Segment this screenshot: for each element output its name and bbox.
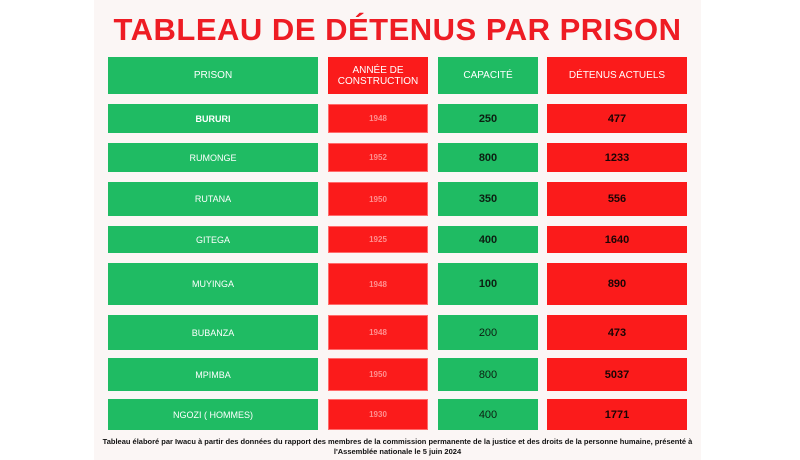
header-capacite-label: CAPACITÉ (463, 70, 513, 81)
source-footnote: Tableau élaboré par Iwacu à partir des d… (102, 437, 693, 456)
table-row-detenus: 1640 (547, 226, 687, 253)
year-value: 1948 (369, 328, 387, 337)
table-row-capacite: 350 (438, 182, 538, 216)
prison-name: BUBANZA (191, 327, 235, 338)
capacity-value: 400 (478, 233, 498, 246)
table-row-detenus: 477 (547, 104, 687, 133)
header-annee: ANNÉE DE CONSTRUCTION (328, 57, 428, 94)
table-row-annee: 1925 (328, 226, 428, 253)
table-row-detenus: 556 (547, 182, 687, 216)
prison-name: RUMONGE (189, 152, 237, 163)
year-value: 1952 (369, 153, 387, 162)
table-row-detenus: 890 (547, 263, 687, 305)
table-row-annee: 1950 (328, 358, 428, 391)
year-value: 1948 (369, 279, 387, 289)
capacity-value: 800 (478, 368, 498, 381)
table-row-capacite: 100 (438, 263, 538, 305)
detainees-value: 1233 (604, 151, 630, 164)
page-title: TABLEAU DE DÉTENUS PAR PRISON (113, 12, 682, 47)
table-row-prison: MPIMBA (108, 358, 318, 391)
table-row-detenus: 5037 (547, 358, 687, 391)
table-row-prison: NGOZI ( HOMMES) (108, 399, 318, 430)
prison-name: BURURI (195, 113, 231, 124)
table-row-annee: 1948 (328, 263, 428, 305)
table-row-prison: BURURI (108, 104, 318, 133)
table-row-annee: 1948 (328, 315, 428, 350)
table-row-prison: RUTANA (108, 182, 318, 216)
table-row-annee: 1930 (328, 399, 428, 430)
detainees-value: 1640 (604, 233, 630, 246)
detainees-value: 556 (607, 193, 627, 205)
table-row-annee: 1952 (328, 143, 428, 172)
capacity-value: 350 (478, 193, 498, 205)
year-value: 1950 (369, 194, 387, 204)
header-detenus: DÉTENUS ACTUELS (547, 57, 687, 94)
table-row-prison: MUYINGA (108, 263, 318, 305)
table-row-prison: RUMONGE (108, 143, 318, 172)
prison-name: MPIMBA (195, 369, 231, 380)
table-row-annee: 1950 (328, 182, 428, 216)
table-row-capacite: 400 (438, 226, 538, 253)
table-row-capacite: 400 (438, 399, 538, 430)
prison-name: GITEGA (195, 234, 230, 245)
header-prison-label: PRISON (193, 70, 233, 81)
table-row-capacite: 200 (438, 315, 538, 350)
table-row-prison: BUBANZA (108, 315, 318, 350)
capacity-value: 400 (478, 408, 498, 421)
detainees-value: 5037 (604, 368, 630, 381)
capacity-value: 250 (478, 112, 498, 125)
table-row-prison: GITEGA (108, 226, 318, 253)
prison-name: MUYINGA (191, 279, 234, 289)
table-row-capacite: 800 (438, 143, 538, 172)
header-capacite: CAPACITÉ (438, 57, 538, 94)
year-value: 1950 (369, 370, 387, 379)
table-row-capacite: 800 (438, 358, 538, 391)
table-row-annee: 1948 (328, 104, 428, 133)
detainees-value: 473 (607, 326, 627, 339)
table-row-detenus: 473 (547, 315, 687, 350)
year-value: 1930 (369, 410, 387, 419)
capacity-value: 800 (478, 151, 498, 164)
table-row-detenus: 1771 (547, 399, 687, 430)
table-row-detenus: 1233 (547, 143, 687, 172)
capacity-value: 200 (478, 326, 498, 339)
capacity-value: 100 (478, 278, 498, 290)
detainees-value: 477 (607, 112, 627, 125)
detainees-value: 890 (607, 278, 627, 290)
header-prison: PRISON (108, 57, 318, 94)
year-value: 1925 (369, 235, 387, 244)
table-row-capacite: 250 (438, 104, 538, 133)
year-value: 1948 (369, 114, 387, 123)
detainees-value: 1771 (604, 408, 630, 421)
prison-name: RUTANA (194, 194, 232, 204)
header-annee-label: ANNÉE DE CONSTRUCTION (337, 64, 419, 87)
prison-name: NGOZI ( HOMMES) (173, 409, 253, 420)
header-detenus-label: DÉTENUS ACTUELS (568, 70, 666, 81)
